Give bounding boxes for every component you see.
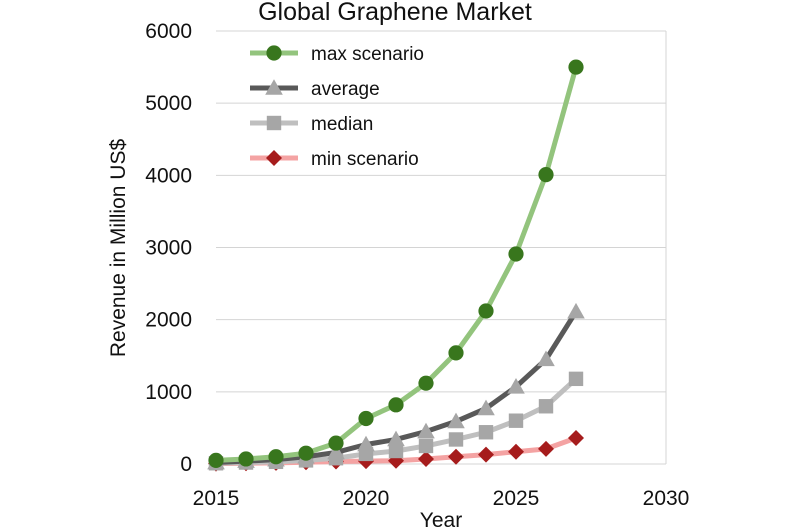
data-point-diamond [538, 440, 554, 457]
legend-item: average [250, 79, 380, 100]
data-point-square [478, 425, 494, 440]
data-point-diamond [478, 446, 494, 463]
y-tick-label: 0 [180, 453, 192, 476]
y-tick-label: 1000 [145, 381, 192, 404]
y-tick-label: 3000 [145, 237, 192, 260]
data-point-circle [328, 435, 344, 451]
data-point-triangle [387, 430, 405, 447]
data-point-diamond [266, 150, 282, 166]
legend-item: min scenario [250, 149, 419, 170]
y-axis-ticks: 0 1000 2000 3000 4000 5000 6000 [145, 20, 192, 476]
data-point-circle [358, 410, 374, 427]
data-point-circle [388, 397, 404, 413]
data-point-circle [508, 246, 524, 262]
data-point-triangle [327, 443, 345, 460]
data-point-circle [208, 452, 224, 468]
legend-label: median [311, 114, 373, 135]
data-point-diamond [508, 443, 524, 460]
data-point-diamond [418, 450, 434, 467]
series-max-scenario [208, 59, 584, 468]
data-point-circle [448, 345, 464, 361]
x-axis-label: Year [420, 509, 462, 530]
data-point-square [448, 432, 464, 447]
data-point-square [508, 413, 524, 428]
data-point-diamond [448, 448, 464, 465]
data-point-triangle [507, 377, 525, 394]
series-average [207, 302, 585, 470]
data-point-triangle [265, 79, 283, 95]
data-point-square [538, 399, 554, 414]
series-lines [207, 59, 585, 472]
data-point-circle [266, 45, 282, 61]
data-point-circle [538, 167, 554, 183]
y-tick-label: 6000 [145, 20, 192, 43]
chart-title: Global Graphene Market [258, 0, 532, 26]
data-point-circle [418, 375, 434, 391]
x-axis-ticks: 2015 2020 2025 2030 [193, 487, 690, 510]
data-point-triangle [537, 350, 555, 367]
data-point-triangle [357, 435, 375, 452]
data-point-circle [478, 303, 494, 319]
legend-label: min scenario [311, 149, 419, 170]
legend-item: max scenario [250, 44, 424, 65]
data-point-circle [298, 445, 314, 461]
data-point-circle [268, 449, 284, 465]
data-point-square [418, 438, 434, 454]
data-point-triangle [567, 302, 585, 319]
legend-label: average [311, 79, 380, 100]
grid [216, 30, 667, 465]
y-axis-label: Revenue in Million US$ [107, 139, 130, 358]
data-point-circle [568, 59, 584, 75]
data-point-triangle [417, 422, 435, 439]
x-tick-label: 2025 [493, 487, 540, 510]
data-point-square [388, 443, 404, 459]
data-point-triangle [477, 399, 495, 416]
legend-label: max scenario [311, 44, 424, 65]
data-point-square [266, 115, 282, 131]
x-tick-label: 2030 [643, 487, 690, 510]
x-tick-label: 2020 [343, 487, 390, 510]
y-tick-label: 4000 [145, 164, 192, 187]
y-tick-label: 5000 [145, 92, 192, 115]
legend-item: median [250, 114, 373, 135]
data-point-diamond [568, 430, 584, 447]
x-tick-label: 2015 [193, 487, 240, 510]
data-point-circle [238, 451, 254, 467]
y-tick-label: 2000 [145, 309, 192, 332]
data-point-triangle [447, 412, 465, 429]
data-point-square [568, 371, 584, 387]
legend: max scenario average median min scenario [250, 44, 424, 170]
